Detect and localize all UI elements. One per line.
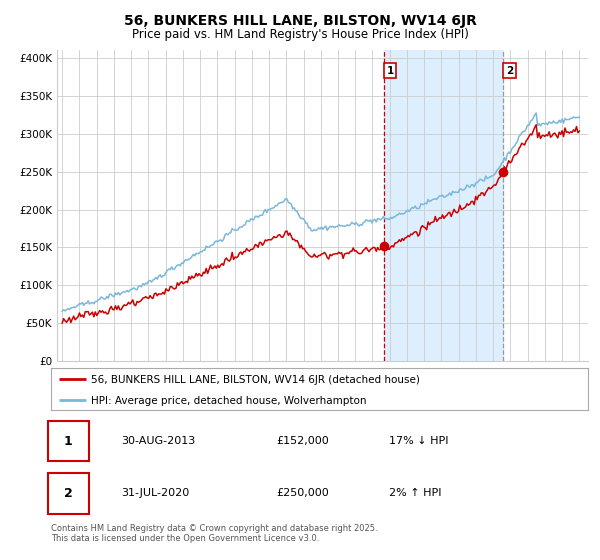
Text: 31-JUL-2020: 31-JUL-2020 <box>121 488 189 498</box>
Text: Contains HM Land Registry data © Crown copyright and database right 2025.
This d: Contains HM Land Registry data © Crown c… <box>51 524 377 543</box>
Text: 2: 2 <box>64 487 73 500</box>
Text: 1: 1 <box>64 435 73 448</box>
Text: Price paid vs. HM Land Registry's House Price Index (HPI): Price paid vs. HM Land Registry's House … <box>131 28 469 41</box>
Bar <box>384 50 503 361</box>
Text: 30-AUG-2013: 30-AUG-2013 <box>121 436 195 446</box>
Text: 56, BUNKERS HILL LANE, BILSTON, WV14 6JR: 56, BUNKERS HILL LANE, BILSTON, WV14 6JR <box>124 14 476 28</box>
Text: £250,000: £250,000 <box>277 488 329 498</box>
Text: 2: 2 <box>506 66 513 76</box>
FancyBboxPatch shape <box>49 421 89 461</box>
Text: HPI: Average price, detached house, Wolverhampton: HPI: Average price, detached house, Wolv… <box>91 396 367 405</box>
Text: £152,000: £152,000 <box>277 436 329 446</box>
Text: 56, BUNKERS HILL LANE, BILSTON, WV14 6JR (detached house): 56, BUNKERS HILL LANE, BILSTON, WV14 6JR… <box>91 375 420 385</box>
FancyBboxPatch shape <box>49 473 89 514</box>
Text: 2% ↑ HPI: 2% ↑ HPI <box>389 488 442 498</box>
Text: 1: 1 <box>386 66 394 76</box>
Text: 17% ↓ HPI: 17% ↓ HPI <box>389 436 449 446</box>
